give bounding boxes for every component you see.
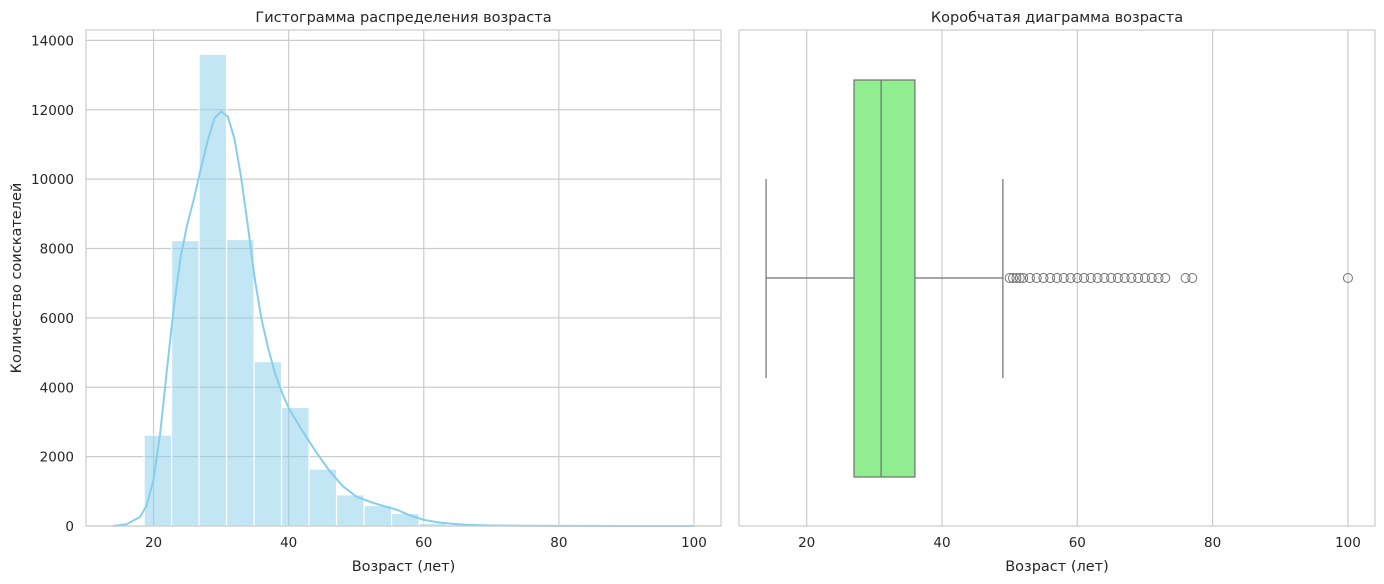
x-tick-label: 60 (415, 535, 432, 551)
histogram-bar (225, 238, 255, 527)
outlier-point (1024, 273, 1035, 283)
outlier-point (1146, 273, 1157, 283)
y-tick-label: 10000 (31, 172, 74, 188)
histogram-bars (143, 53, 695, 527)
boxplot-x-label: Возраст (лет) (1005, 559, 1109, 575)
y-tick-label: 12000 (31, 103, 74, 119)
y-tick-label: 4000 (40, 380, 74, 396)
histogram-bar (363, 504, 393, 527)
boxplot-title: Коробчатая диаграмма возраста (931, 10, 1183, 26)
outlier-point (1112, 273, 1123, 283)
histogram-x-label: Возраст (лет) (352, 559, 456, 575)
x-tick-label: 40 (280, 535, 297, 551)
y-tick-label: 6000 (40, 311, 74, 327)
boxplot-frame (738, 29, 1376, 527)
outlier-point (1008, 273, 1019, 283)
histogram-title: Гистограмма распределения возраста (255, 10, 551, 26)
outlier-point (1187, 273, 1198, 283)
boxplot-panel: 20 40 60 80 100 Коробчатая диаграмма возраст… (738, 10, 1376, 575)
x-tick-label: 80 (550, 535, 567, 551)
kde-line (112, 110, 694, 527)
histogram-x-ticks: 20 40 60 80 100 (145, 535, 707, 551)
outlier-point (1180, 273, 1191, 283)
histogram-y-ticks: 0 2000 4000 6000 8000 10000 12000 14000 (31, 33, 74, 535)
histogram-bar (170, 239, 200, 527)
y-tick-label: 0 (65, 519, 74, 535)
histogram-bar (335, 494, 365, 527)
x-tick-label: 100 (1335, 535, 1361, 551)
outlier-point (1038, 273, 1049, 283)
outlier-point (1342, 273, 1353, 283)
outlier-point (1011, 273, 1022, 283)
histogram-y-label: Количество соискателей (9, 183, 25, 374)
outlier-point (1079, 273, 1090, 283)
outlier-point (1045, 273, 1056, 283)
outlier-point (1014, 273, 1025, 283)
histogram-panel: 20 40 60 80 100 0 2000 4000 6000 8000 10000 12000 1… (9, 10, 722, 575)
histogram-bar (390, 512, 420, 527)
outlier-point (1099, 273, 1110, 283)
outlier-point (1106, 273, 1117, 283)
histogram-bar (308, 468, 338, 527)
x-tick-label: 40 (933, 535, 950, 551)
outlier-point (1119, 273, 1130, 283)
histogram-bar (280, 406, 310, 527)
boxplot-x-ticks: 20 40 60 80 100 (798, 535, 1361, 551)
iqr-box (853, 79, 916, 478)
outlier-point (1153, 273, 1164, 283)
outlier-point (1052, 273, 1062, 283)
y-tick-label: 2000 (40, 450, 74, 466)
outlier-point (1133, 273, 1144, 283)
y-tick-label: 8000 (40, 242, 74, 258)
outlier-point (1126, 273, 1137, 283)
x-tick-label: 60 (1069, 535, 1086, 551)
outlier-point (1139, 273, 1150, 283)
x-tick-label: 100 (681, 535, 707, 551)
outlier-point (1160, 273, 1171, 283)
outlier-point (1058, 273, 1069, 283)
outlier-point (1065, 273, 1076, 283)
histogram-frame (85, 29, 722, 527)
x-tick-label: 20 (798, 535, 815, 551)
outlier-point (1085, 273, 1096, 283)
boxplot-box-group (765, 79, 1004, 478)
outlier-point (1031, 273, 1042, 283)
histogram-bar (253, 360, 283, 527)
boxplot-outliers (1004, 273, 1353, 283)
outlier-point (1004, 273, 1015, 283)
x-tick-label: 20 (145, 535, 162, 551)
outlier-point (1018, 273, 1029, 283)
outlier-point (1092, 273, 1103, 283)
x-tick-label: 80 (1204, 535, 1221, 551)
outlier-point (1072, 273, 1083, 283)
y-tick-label: 14000 (31, 33, 74, 49)
